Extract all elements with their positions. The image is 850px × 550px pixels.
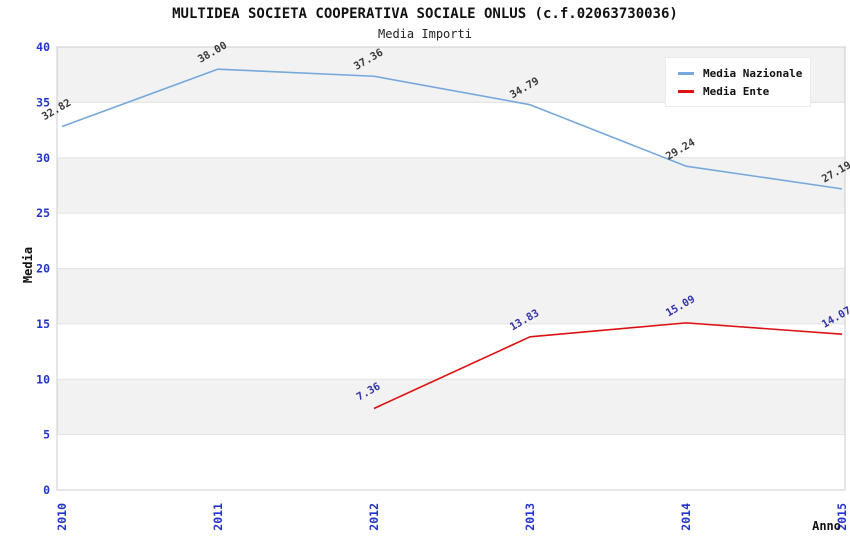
x-tick-label: 2015 bbox=[835, 503, 849, 531]
y-tick-label: 35 bbox=[36, 95, 50, 109]
plot-band bbox=[57, 157, 845, 214]
series-line bbox=[373, 322, 843, 410]
x-tick-label: 2013 bbox=[523, 503, 537, 531]
legend-label: Media Ente bbox=[703, 84, 770, 98]
plot-band bbox=[57, 213, 845, 269]
legend-item-media-nazionale: Media Nazionale bbox=[678, 64, 810, 82]
y-tick-label: 0 bbox=[43, 483, 50, 497]
x-axis-title: Anno bbox=[812, 519, 841, 533]
plot-border bbox=[56, 46, 846, 491]
y-tick-label: 30 bbox=[36, 151, 50, 165]
plot-band bbox=[57, 102, 845, 158]
y-tick-label: 25 bbox=[36, 206, 50, 220]
y-tick-label: 15 bbox=[36, 317, 50, 331]
x-tick-label: 2014 bbox=[679, 503, 693, 531]
series-line bbox=[61, 68, 843, 190]
y-tick-label: 20 bbox=[36, 262, 50, 276]
plot-band bbox=[57, 379, 845, 435]
x-tick-label: 2010 bbox=[55, 503, 69, 531]
y-axis-title: Media bbox=[21, 246, 35, 284]
x-tick-label: 2012 bbox=[367, 503, 381, 531]
chart-legend: Media Nazionale Media Ente bbox=[665, 57, 811, 107]
y-tick-label: 5 bbox=[43, 428, 50, 442]
plot-band bbox=[57, 268, 845, 324]
chart-title: MULTIDEA SOCIETA COOPERATIVA SOCIALE ONL… bbox=[172, 6, 678, 22]
y-tick-label: 10 bbox=[36, 372, 50, 386]
legend-line-swatch-blue bbox=[678, 71, 694, 75]
y-tick-label: 40 bbox=[36, 40, 50, 54]
chart-subtitle: Media Importi bbox=[378, 27, 472, 41]
legend-label: Media Nazionale bbox=[703, 66, 803, 80]
legend-line-swatch-red bbox=[678, 89, 694, 93]
plot-band bbox=[57, 434, 845, 490]
legend-item-media-ente: Media Ente bbox=[678, 82, 810, 100]
x-tick-label: 2011 bbox=[211, 503, 225, 531]
plot-band bbox=[57, 323, 845, 380]
